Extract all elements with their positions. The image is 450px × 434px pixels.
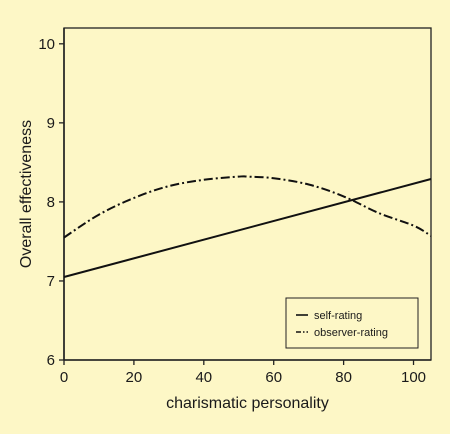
x-axis-ticks: 0 20 40 60 80 100 bbox=[60, 360, 426, 386]
legend-box bbox=[285, 297, 419, 349]
y-tick-label: 10 bbox=[38, 36, 55, 53]
y-tick-label: 7 bbox=[47, 273, 55, 290]
y-tick-label: 9 bbox=[47, 115, 55, 132]
x-tick-label: 80 bbox=[335, 369, 352, 386]
legend-label-observer-rating: observer-rating bbox=[314, 327, 388, 339]
y-axis-title: Overall effectiveness bbox=[18, 120, 35, 268]
series-layer bbox=[63, 175, 432, 278]
x-tick-label: 40 bbox=[195, 369, 212, 386]
y-tick-label: 6 bbox=[47, 352, 55, 369]
x-tick-label: 20 bbox=[126, 369, 143, 386]
x-axis-title: charismatic personality bbox=[166, 395, 329, 412]
series-line-observer-rating bbox=[63, 175, 432, 239]
y-axis-ticks: 6 7 8 9 10 bbox=[38, 36, 64, 369]
legend-label-self-rating: self-rating bbox=[314, 310, 362, 322]
x-tick-label: 100 bbox=[401, 369, 426, 386]
x-tick-label: 0 bbox=[60, 369, 68, 386]
axes bbox=[63, 28, 431, 361]
series-line-self-rating bbox=[63, 178, 432, 278]
x-tick-label: 60 bbox=[265, 369, 282, 386]
y-tick-label: 8 bbox=[47, 194, 55, 211]
legend: self-rating observer-rating bbox=[285, 297, 419, 349]
